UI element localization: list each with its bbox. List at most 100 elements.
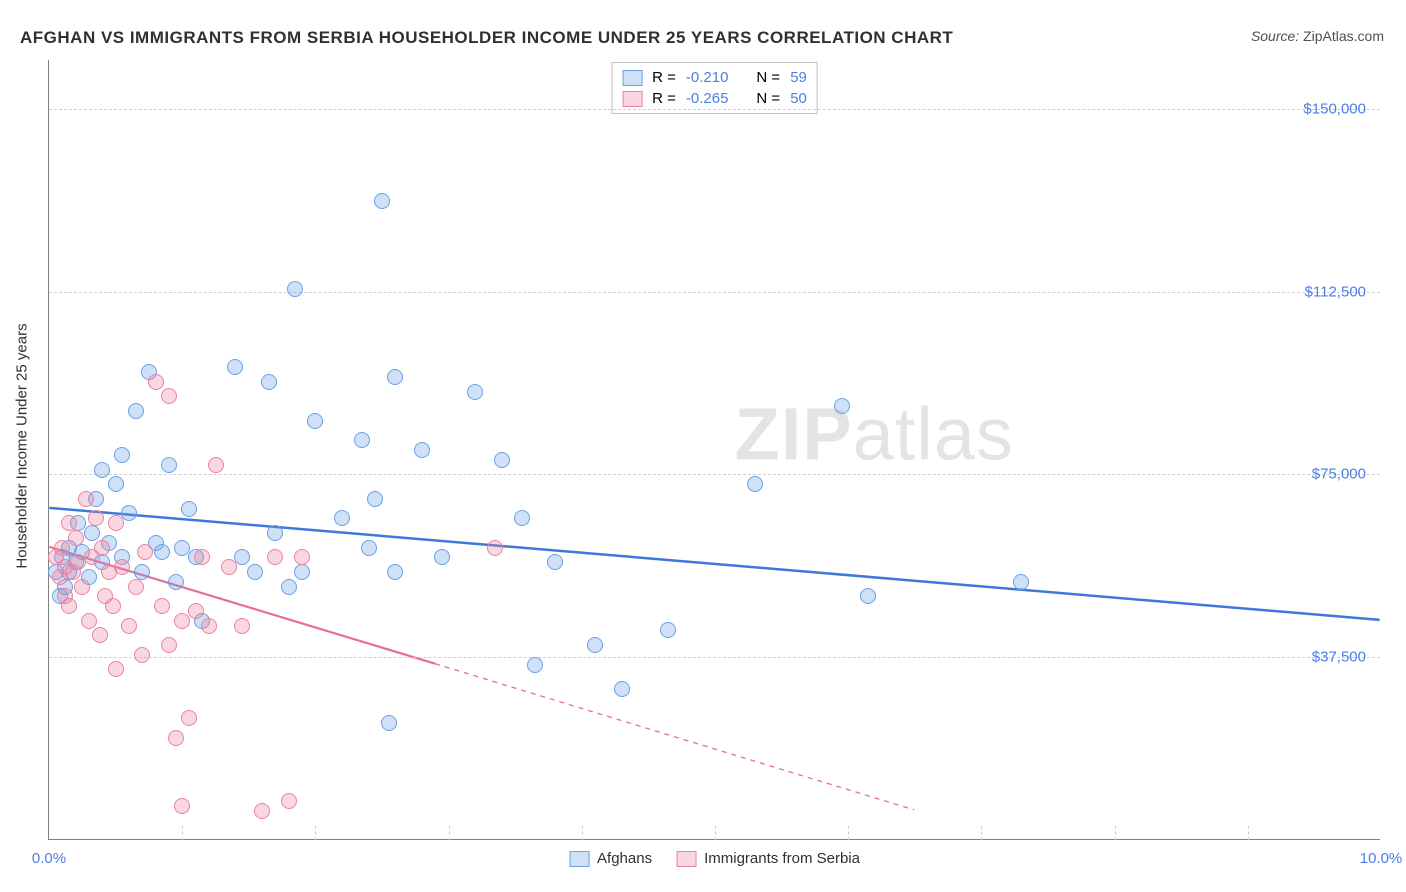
legend-row-serbia: R = -0.265 N = 50 [622, 88, 807, 109]
data-point [108, 515, 124, 531]
data-point [92, 627, 108, 643]
data-point [114, 559, 130, 575]
x-gridline [981, 826, 982, 840]
data-point [168, 730, 184, 746]
data-point [174, 798, 190, 814]
watermark-atlas: atlas [853, 392, 1014, 475]
y-gridline [49, 109, 1380, 110]
data-point [247, 564, 263, 580]
data-point [221, 559, 237, 575]
data-point [494, 452, 510, 468]
data-point [234, 549, 250, 565]
legend-label-serbia: Immigrants from Serbia [704, 850, 860, 867]
legend-row-afghans: R = -0.210 N = 59 [622, 67, 807, 88]
data-point [61, 598, 77, 614]
data-point [148, 374, 164, 390]
x-gridline [715, 826, 716, 840]
r-value-serbia: -0.265 [686, 90, 729, 107]
x-gridline [1115, 826, 1116, 840]
data-point [334, 510, 350, 526]
data-point [614, 681, 630, 697]
data-point [137, 544, 153, 560]
data-point [267, 549, 283, 565]
source-label: Source: [1251, 28, 1299, 44]
data-point [267, 525, 283, 541]
data-point [74, 579, 90, 595]
data-point [134, 647, 150, 663]
data-point [208, 457, 224, 473]
data-point [84, 525, 100, 541]
chart-title: AFGHAN VS IMMIGRANTS FROM SERBIA HOUSEHO… [20, 28, 953, 48]
data-point [281, 579, 297, 595]
y-gridline [49, 292, 1380, 293]
data-point [354, 432, 370, 448]
source-credit: Source: ZipAtlas.com [1251, 28, 1384, 44]
y-axis-title: Householder Income Under 25 years [14, 323, 31, 568]
data-point [487, 540, 503, 556]
data-point [234, 618, 250, 634]
y-tick-label: $150,000 [1303, 100, 1366, 117]
y-tick-label: $37,500 [1312, 649, 1366, 666]
y-gridline [49, 657, 1380, 658]
data-point [161, 637, 177, 653]
data-point [860, 588, 876, 604]
data-point [94, 462, 110, 478]
data-point [134, 564, 150, 580]
data-point [188, 603, 204, 619]
data-point [387, 564, 403, 580]
data-point [61, 515, 77, 531]
data-point [1013, 574, 1029, 590]
data-point [254, 803, 270, 819]
data-point [414, 442, 430, 458]
swatch-afghans [622, 70, 642, 86]
legend-label-afghans: Afghans [597, 850, 652, 867]
series-legend: Afghans Immigrants from Serbia [569, 850, 860, 867]
data-point [514, 510, 530, 526]
data-point [108, 661, 124, 677]
trend-lines-layer [49, 60, 1380, 839]
data-point [121, 618, 137, 634]
data-point [108, 476, 124, 492]
data-point [281, 793, 297, 809]
data-point [114, 447, 130, 463]
y-gridline [49, 474, 1380, 475]
x-gridline [848, 826, 849, 840]
data-point [747, 476, 763, 492]
n-label: N = [756, 90, 780, 107]
data-point [307, 413, 323, 429]
data-point [121, 505, 137, 521]
y-tick-label: $112,500 [1305, 283, 1366, 300]
n-value-afghans: 59 [790, 69, 807, 86]
swatch-serbia [622, 91, 642, 107]
x-gridline [582, 826, 583, 840]
data-point [227, 359, 243, 375]
data-point [88, 510, 104, 526]
data-point [78, 491, 94, 507]
swatch-serbia [676, 851, 696, 867]
n-value-serbia: 50 [790, 90, 807, 107]
chart-container: AFGHAN VS IMMIGRANTS FROM SERBIA HOUSEHO… [0, 0, 1406, 892]
data-point [381, 715, 397, 731]
source-value: ZipAtlas.com [1303, 28, 1384, 44]
data-point [81, 613, 97, 629]
data-point [361, 540, 377, 556]
data-point [294, 564, 310, 580]
data-point [68, 530, 84, 546]
x-gridline [449, 826, 450, 840]
data-point [660, 622, 676, 638]
data-point [154, 544, 170, 560]
data-point [387, 369, 403, 385]
x-tick-label: 0.0% [32, 850, 66, 867]
data-point [527, 657, 543, 673]
data-point [181, 501, 197, 517]
x-gridline [182, 826, 183, 840]
correlation-legend: R = -0.210 N = 59 R = -0.265 N = 50 [611, 62, 818, 114]
data-point [181, 710, 197, 726]
data-point [374, 193, 390, 209]
data-point [467, 384, 483, 400]
data-point [294, 549, 310, 565]
n-label: N = [756, 69, 780, 86]
r-value-afghans: -0.210 [686, 69, 729, 86]
data-point [154, 598, 170, 614]
legend-item-afghans: Afghans [569, 850, 652, 867]
